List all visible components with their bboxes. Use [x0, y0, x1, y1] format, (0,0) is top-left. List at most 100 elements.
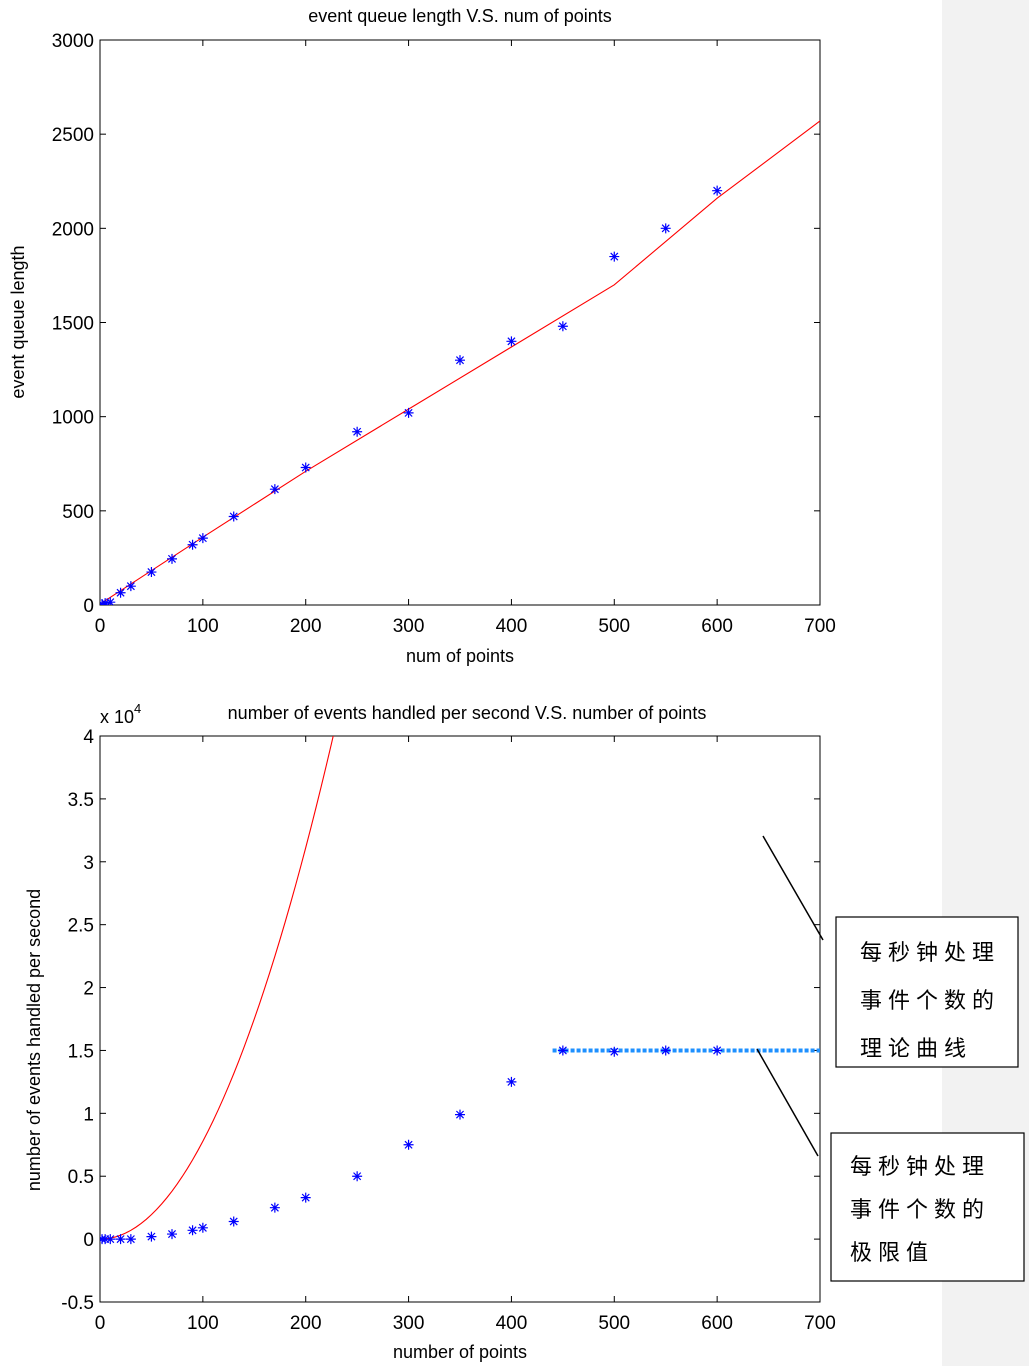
y-tick-label: 1000: [52, 408, 94, 429]
y-tick-label: 0: [83, 596, 94, 617]
data-point: [105, 597, 116, 605]
y-tick-label: 3.5: [68, 790, 94, 811]
annotation2-pointer: [756, 1048, 819, 1157]
data-point: [269, 484, 280, 495]
y-tick-label: 3: [83, 853, 94, 874]
plot-content: [100, 120, 820, 605]
x-tick-label: 700: [804, 616, 836, 637]
x-tick-label: 600: [701, 616, 733, 637]
data-point: [187, 1225, 198, 1236]
annotation-theoretical-curve: 每秒钟处理 事件个数的 理论曲线: [835, 916, 1019, 1068]
x-tick-label: 400: [496, 1313, 528, 1334]
plot-area: [99, 39, 821, 606]
data-point: [197, 533, 208, 544]
data-point: [269, 1202, 280, 1213]
chart1-y-axis-label: event queue length: [8, 245, 28, 398]
data-point: [105, 1234, 116, 1245]
data-point: [403, 407, 414, 418]
data-point: [100, 599, 108, 605]
data-point: [557, 1045, 568, 1056]
plot-area: [99, 735, 821, 1303]
data-point: [115, 587, 126, 598]
data-point: [660, 1045, 671, 1056]
y-tick-label: 0: [83, 1230, 94, 1251]
annotation-limit-value: 每秒钟处理 事件个数的 极限值: [830, 1132, 1025, 1282]
data-point: [352, 426, 363, 437]
annotation1-pointer: [762, 835, 824, 941]
chart-queue-length: 0 100 200 300 400 500 600 700 0 500 1000 1500 2000 25…: [52, 31, 836, 637]
y-tick-label: 1.5: [68, 1041, 94, 1062]
x-tick-label: 200: [290, 616, 322, 637]
chart2-y-scale-base: x 10: [100, 707, 134, 727]
fit-line: [100, 120, 820, 605]
annotation1-line1: 每秒钟处理: [860, 941, 1000, 966]
annotation2-line2: 事件个数的: [850, 1198, 990, 1223]
data-point: [125, 581, 136, 592]
y-tick-label: 2.5: [68, 916, 94, 937]
x-tick-label: 0: [95, 1313, 106, 1334]
x-tick-label: 100: [187, 616, 219, 637]
data-point: [455, 1109, 465, 1120]
y-tick-label: 4: [83, 727, 94, 748]
chart2-y-axis-label: number of events handled per second: [24, 889, 44, 1191]
data-point: [300, 1192, 311, 1203]
data-point: [609, 1046, 620, 1057]
data-point: [228, 511, 239, 522]
x-tick-label: 200: [290, 1313, 322, 1334]
data-point: [455, 355, 465, 366]
data-point: [609, 251, 620, 262]
chart1-x-axis-label: num of points: [406, 646, 514, 666]
data-point: [506, 336, 517, 347]
x-tick-label: 500: [598, 616, 630, 637]
chart2-y-scale-label: x 104: [100, 701, 141, 727]
data-point: [187, 539, 198, 550]
data-point: [352, 1171, 363, 1182]
theoretical-curve: [100, 736, 334, 1240]
x-tick-label: 500: [598, 1313, 630, 1334]
x-tick-label: 300: [393, 616, 425, 637]
chart2-x-axis-label: number of points: [393, 1342, 527, 1362]
data-point: [167, 553, 177, 564]
x-tick-label: 100: [187, 1313, 219, 1334]
x-tick-label: 600: [701, 1313, 733, 1334]
data-point: [712, 1045, 723, 1056]
y-tick-label: 1: [83, 1104, 94, 1125]
y-tick-label: 500: [62, 502, 94, 523]
chart2-title: number of events handled per second V.S.…: [228, 703, 707, 723]
data-point: [228, 1216, 239, 1227]
data-point: [300, 462, 311, 473]
y-tick-label: 2: [83, 979, 94, 1000]
y-tick-label: -0.5: [61, 1293, 94, 1314]
data-point: [403, 1139, 414, 1150]
y-tick-label: 2500: [52, 125, 94, 146]
data-point: [712, 185, 723, 196]
plot-content: [100, 736, 820, 1245]
data-point: [115, 1234, 126, 1245]
data-point: [125, 1234, 136, 1245]
y-tick-label: 3000: [52, 31, 94, 52]
y-tick-label: 1500: [52, 314, 94, 335]
data-point: [557, 321, 568, 332]
data-point: [660, 223, 671, 234]
chart-events-per-second: 0 100 200 300 400 500 600 700-0.500.511.522.533…: [61, 727, 836, 1334]
x-tick-label: 0: [95, 616, 106, 637]
x-tick-label: 400: [496, 616, 528, 637]
x-tick-label: 700: [804, 1313, 836, 1334]
annotation1-line2: 事件个数的: [860, 989, 1000, 1014]
annotation2-line1: 每秒钟处理: [850, 1155, 990, 1180]
annotation2-line3: 极限值: [850, 1241, 934, 1266]
x-tick-label: 300: [393, 1313, 425, 1334]
data-point: [100, 1234, 111, 1245]
data-point: [146, 1231, 157, 1242]
y-tick-label: 0.5: [68, 1167, 94, 1188]
chart2-y-scale-exponent: 4: [134, 701, 141, 716]
chart1-title: event queue length V.S. num of points: [308, 6, 612, 26]
data-point: [146, 567, 157, 578]
annotation1-line3: 理论曲线: [860, 1037, 972, 1062]
data-point: [100, 598, 111, 605]
data-point: [506, 1076, 517, 1087]
y-tick-label: 2000: [52, 219, 94, 240]
data-point: [167, 1229, 177, 1240]
data-point: [197, 1222, 208, 1233]
